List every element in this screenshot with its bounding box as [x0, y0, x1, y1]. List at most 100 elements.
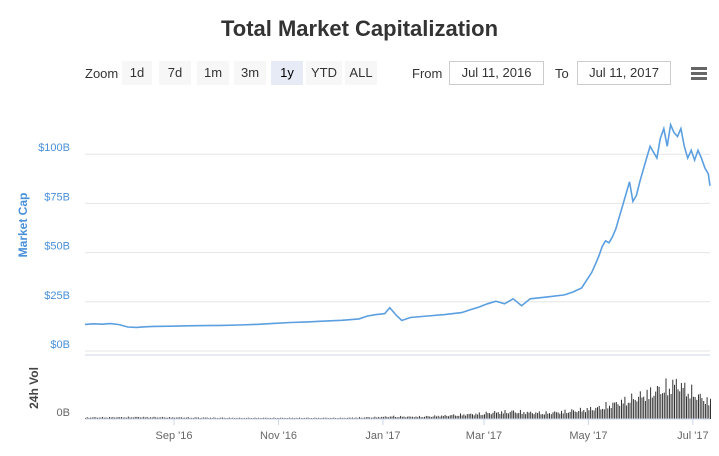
volume-bar: [129, 417, 131, 419]
zoom-7d-button[interactable]: 7d: [159, 61, 191, 85]
volume-bar: [93, 417, 95, 419]
volume-bar: [134, 416, 136, 419]
volume-bar: [656, 386, 658, 419]
volume-bar: [585, 412, 586, 419]
volume-bar: [581, 411, 583, 419]
volume-bar: [525, 414, 527, 419]
volume-bar: [400, 415, 402, 419]
volume-bar: [607, 408, 609, 419]
volume-bar: [454, 415, 456, 419]
volume-bar: [434, 415, 436, 419]
volume-bar: [436, 416, 437, 419]
volume-bar: [184, 417, 186, 419]
volume-bar: [413, 417, 415, 419]
volume-bar: [364, 417, 366, 419]
volume-bar: [109, 417, 110, 419]
volume-bar: [430, 417, 432, 419]
volume-bar: [679, 391, 681, 419]
volume-bar: [100, 417, 102, 419]
volume-bar: [533, 414, 535, 419]
zoom-ytd-button[interactable]: YTD: [306, 61, 342, 85]
chart-title: Total Market Capitalization: [220, 16, 499, 41]
volume-bar: [674, 384, 675, 419]
volume-bar: [228, 417, 230, 419]
zoom-label: Zoom: [85, 66, 119, 81]
volume-bar: [201, 417, 203, 419]
volume-bar: [369, 417, 371, 419]
volume-bar: [518, 413, 520, 419]
volume-bar: [586, 408, 588, 419]
volume-bar: [186, 417, 187, 419]
volume-bar: [172, 417, 174, 419]
volume-bar: [593, 410, 595, 419]
volume-bar: [350, 417, 352, 419]
volume-bar: [444, 414, 446, 419]
volume-bar: [239, 417, 241, 419]
volume-bar: [222, 417, 223, 419]
volume-bar: [203, 417, 205, 419]
volume-bar: [355, 417, 357, 419]
volume-bar: [174, 417, 175, 419]
volume-bar: [478, 412, 480, 419]
volume-bar: [90, 417, 92, 419]
volume-bar: [427, 416, 429, 419]
x-tick-label: May '17: [569, 430, 607, 442]
to-date-input[interactable]: Jul 11, 2017: [577, 61, 671, 85]
volume-bar: [566, 413, 568, 419]
volume-bar: [617, 404, 619, 419]
volume-bar: [391, 416, 393, 419]
volume-bar: [516, 413, 518, 419]
volume-bar: [648, 399, 650, 419]
volume-bar: [292, 417, 294, 419]
volume-bar: [170, 417, 172, 419]
volume-bar: [213, 417, 215, 419]
volume-bar: [198, 417, 199, 419]
volume-bar: [621, 399, 622, 419]
from-label: From: [412, 66, 443, 81]
volume-bar: [341, 417, 343, 419]
volume-bar: [468, 413, 470, 419]
volume-bar: [352, 417, 354, 419]
hamburger-menu-icon[interactable]: [688, 62, 710, 84]
volume-bar: [519, 409, 521, 419]
zoom-1d-button[interactable]: 1d: [122, 61, 152, 85]
volume-bar: [153, 416, 155, 419]
volume-bar: [115, 417, 117, 419]
volume-bar: [179, 417, 181, 419]
volume-bar: [547, 413, 549, 419]
volume-bar: [429, 416, 431, 419]
zoom-1y-button[interactable]: 1y: [271, 61, 303, 85]
volume-bar: [326, 417, 328, 419]
volume-bar: [668, 388, 670, 419]
volume-bar: [538, 411, 540, 419]
zoom-1m-button[interactable]: 1m: [197, 61, 229, 85]
volume-bar: [629, 402, 631, 419]
volume-bar: [244, 417, 246, 419]
volume-bar: [415, 416, 417, 419]
volume-bar: [605, 402, 607, 419]
volume-bar: [627, 402, 629, 419]
volume-bar: [696, 399, 698, 419]
zoom-all-button[interactable]: ALL: [345, 61, 377, 85]
volume-bar: [600, 409, 602, 419]
volume-bar: [663, 392, 665, 419]
volume-bar: [564, 409, 566, 419]
volume-bar: [448, 416, 449, 419]
volume-bar: [95, 417, 97, 419]
volume-bar: [667, 395, 669, 419]
volume-bar: [223, 417, 225, 419]
volume-bar: [288, 417, 290, 419]
volume-bar: [632, 399, 634, 419]
volume-bar: [643, 396, 645, 419]
from-date-input[interactable]: Jul 11, 2016: [449, 61, 544, 85]
volume-bar: [701, 398, 703, 419]
volume-bar: [386, 416, 388, 419]
volume-bar: [254, 417, 256, 419]
volume-bar: [638, 396, 640, 419]
zoom-3m-button[interactable]: 3m: [234, 61, 266, 85]
volume-bar: [398, 417, 400, 419]
volume-bar: [602, 408, 604, 419]
volume-bar: [389, 416, 391, 419]
volume-bar: [304, 417, 306, 419]
